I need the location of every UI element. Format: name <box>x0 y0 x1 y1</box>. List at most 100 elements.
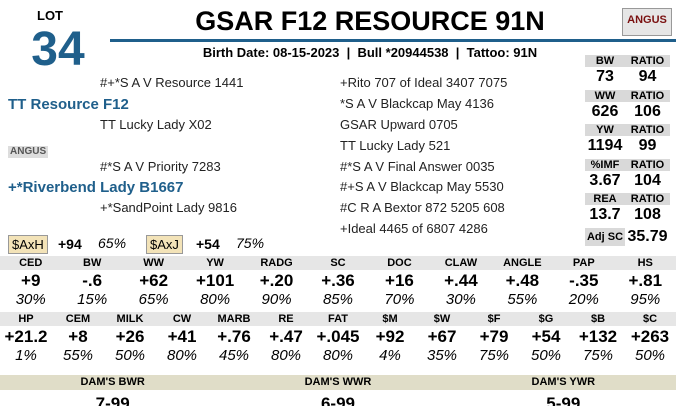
pedigree-name: #+S A V Blackcap May 5530 <box>340 179 504 194</box>
index-pct: 65% <box>98 235 127 251</box>
epd-pct: 55% <box>507 291 538 308</box>
dam-label: DAM'S YWR <box>531 376 596 388</box>
dam-value: 7-99 <box>95 394 130 406</box>
epd-value: +41 <box>167 327 197 346</box>
epd-pct: 75% <box>582 347 614 364</box>
epd-header: $C <box>642 313 658 325</box>
epd-header: FAT <box>328 313 348 325</box>
dam-header-bg <box>0 375 676 390</box>
epd-pct: 85% <box>322 291 353 308</box>
epd-value: +9 <box>21 271 41 290</box>
lot-title: GSAR F12 RESOURCE 91N <box>195 6 545 36</box>
dam-label: DAM'S WWR <box>304 376 372 388</box>
epd-header-bg <box>0 256 676 270</box>
index-value: +54 <box>196 236 220 252</box>
epd-header: WW <box>143 257 165 269</box>
perf-header-bg <box>585 89 670 102</box>
perf-ratio: 104 <box>634 171 661 189</box>
epd-pct: 55% <box>62 347 94 364</box>
epd-value: +.76 <box>217 327 251 346</box>
epd-pct: 50% <box>114 347 146 364</box>
epd-value: -.35 <box>569 271 599 290</box>
perf-header-bg <box>585 55 670 67</box>
perf-ratio-label: RATIO <box>630 124 665 136</box>
perf-ratio-label: RATIO <box>630 193 665 205</box>
perf-ratio: 108 <box>634 206 661 223</box>
epd-header: PAP <box>572 257 595 269</box>
epd-value: +21.2 <box>4 327 48 346</box>
epd-value: +54 <box>531 327 561 346</box>
perf-value: 73 <box>596 68 614 85</box>
epd-header: SC <box>330 257 346 269</box>
index-name: $AxH <box>8 235 48 254</box>
epd-header: $B <box>590 313 606 325</box>
pedigree-name: GSAR Upward 0705 <box>340 117 458 132</box>
perf-value: 626 <box>591 102 619 120</box>
pedigree-name: #C R A Bextor 872 5205 608 <box>340 200 505 215</box>
perf-ratio-label: RATIO <box>630 158 665 171</box>
perf-ratio: 106 <box>634 102 661 120</box>
logo: ANGUS <box>627 14 667 26</box>
epd-pct: 50% <box>530 347 562 364</box>
lot-number: 34 <box>31 23 85 76</box>
epd-header-bg <box>0 312 676 326</box>
epd-header: $W <box>433 313 451 325</box>
epd-header: ANGLE <box>503 257 542 269</box>
perf-label: %IMF <box>590 158 620 171</box>
index-name: $AxJ <box>146 235 183 254</box>
epd-header: $F <box>487 313 501 325</box>
epd-header: $M <box>382 313 398 325</box>
index-value: +94 <box>58 236 82 252</box>
epd-value: +79 <box>479 327 509 346</box>
index-pct: 75% <box>236 235 265 251</box>
epd-value: +.81 <box>628 271 663 290</box>
epd-header: CEM <box>65 313 91 325</box>
perf-header-bg <box>585 228 625 246</box>
pedigree-name: #*S A V Final Answer 0035 <box>340 159 495 174</box>
epd-value: +.045 <box>316 327 360 346</box>
epd-value: +67 <box>427 327 457 346</box>
epd-pct: 50% <box>634 347 666 364</box>
epd-pct: 90% <box>261 291 292 308</box>
epd-pct: 80% <box>200 291 231 308</box>
perf-ratio: 94 <box>638 68 657 85</box>
perf-label: YW <box>596 124 614 136</box>
pedigree-name: +Ideal 4465 of 6807 4286 <box>340 221 488 236</box>
pedigree-name: #+*S A V Resource 1441 <box>100 75 244 90</box>
perf-label: REA <box>593 193 617 205</box>
epd-header: MILK <box>116 313 144 325</box>
epd-header: RE <box>278 313 294 325</box>
epd-value: +132 <box>578 327 618 346</box>
pedigree-name: #*S A V Priority 7283 <box>100 159 221 174</box>
epd-pct: 30% <box>445 291 476 308</box>
perf-value: 13.7 <box>589 206 621 223</box>
epd-value: +.36 <box>321 271 355 290</box>
adj-sc-value: 35.79 <box>627 228 668 245</box>
epd-value: +26 <box>115 327 145 346</box>
epd-pct: 80% <box>166 347 198 364</box>
epd-header: CLAW <box>444 257 478 269</box>
perf-ratio-label: RATIO <box>630 89 665 102</box>
pedigree-name: TT Lucky Lady 521 <box>340 138 451 153</box>
pedigree-name: +Rito 707 of Ideal 3407 7075 <box>340 75 508 90</box>
epd-value: +62 <box>139 271 169 290</box>
adj-sc-label: Adj SC <box>586 231 624 243</box>
epd-value: +.44 <box>444 271 478 290</box>
epd-value: +92 <box>375 327 405 346</box>
epd-pct: 70% <box>384 291 415 308</box>
dam-value: 6-99 <box>320 394 355 406</box>
epd-header: HP <box>18 313 34 325</box>
epd-pct: 75% <box>478 347 510 364</box>
pedigree-name: +*Riverbend Lady B1667 <box>8 179 184 196</box>
perf-label: BW <box>595 55 615 67</box>
lot-label: LOT <box>37 8 63 23</box>
perf-value: 3.67 <box>589 171 621 189</box>
birth-info: Birth Date: 08-15-2023 | Bull *20944538 … <box>202 45 538 60</box>
dam-label: DAM'S BWR <box>80 376 145 388</box>
epd-value: +.48 <box>505 271 540 290</box>
epd-value: +16 <box>385 271 414 290</box>
epd-value: +.47 <box>269 327 303 346</box>
epd-header: DOC <box>387 257 412 269</box>
epd-header: MARB <box>217 313 251 325</box>
